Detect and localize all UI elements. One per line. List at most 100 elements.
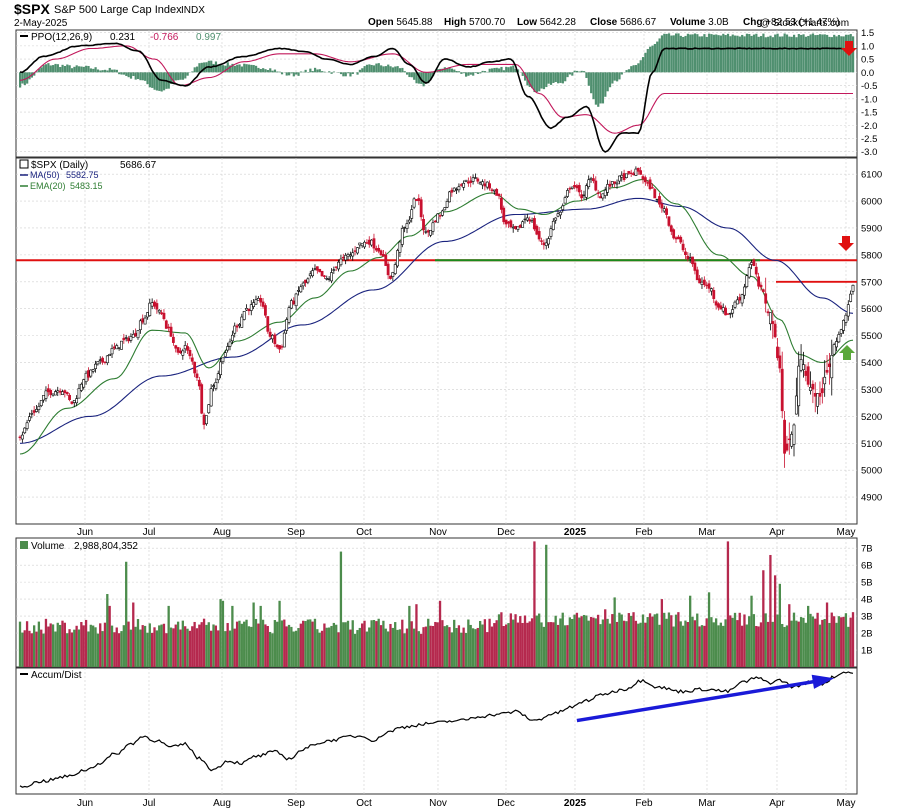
volume-bar xyxy=(89,624,92,667)
volume-bar xyxy=(92,625,95,667)
volume-bar xyxy=(476,627,479,667)
volume-bar xyxy=(717,625,720,667)
accum-dist-legend: Accum/Dist xyxy=(20,670,82,681)
volume-bar xyxy=(160,624,163,667)
candle-body xyxy=(733,301,737,308)
candle-body xyxy=(575,185,579,189)
ppo-histogram-bar xyxy=(203,62,206,73)
ppo-histogram-bar xyxy=(356,72,359,75)
ppo-histogram-bar xyxy=(318,69,321,73)
ppo-histogram-bar xyxy=(590,72,593,94)
candle-body xyxy=(412,198,416,208)
volume-bar xyxy=(795,620,798,667)
ppo-histogram-bar xyxy=(625,70,628,73)
candle-body xyxy=(797,365,801,407)
ppo-histogram-bar xyxy=(790,36,793,73)
volume-bar xyxy=(80,622,83,667)
ppo-histogram-bar xyxy=(490,68,494,73)
volume-bar xyxy=(566,625,569,667)
volume-bar xyxy=(585,615,588,667)
candle-body xyxy=(669,225,673,232)
ppo-histogram-bar xyxy=(101,70,104,73)
candle-body xyxy=(773,323,777,338)
ppo-histogram-bar xyxy=(450,68,454,73)
candle-body xyxy=(764,293,768,304)
ppo-histogram-bar xyxy=(663,33,666,73)
ppo-histogram-bar xyxy=(252,65,255,73)
volume-bar xyxy=(99,623,102,667)
volume-bar xyxy=(198,624,201,667)
candle-body xyxy=(327,278,331,280)
candle-body xyxy=(252,302,256,307)
ppo-histogram-bar xyxy=(776,33,779,73)
volume-bar xyxy=(689,595,692,667)
volume-bar xyxy=(651,616,654,667)
ppo-histogram-bar xyxy=(323,71,326,73)
candle-body xyxy=(445,201,449,208)
volume-bar xyxy=(408,605,411,667)
ppo-histogram-bar xyxy=(736,35,739,73)
ppo-histogram-bar xyxy=(372,65,376,73)
candle-body xyxy=(433,220,437,223)
candle-body xyxy=(636,167,640,172)
candle-body xyxy=(356,247,359,254)
volume-bar xyxy=(221,600,225,667)
ad-month-tick-label: Jun xyxy=(77,798,93,809)
ppo-histogram-bar xyxy=(266,70,269,73)
volume-bar xyxy=(342,622,345,667)
ad-month-tick-label: 2025 xyxy=(564,798,587,809)
candle-body xyxy=(214,382,218,389)
candle-body xyxy=(419,199,423,218)
candle-body xyxy=(835,341,838,348)
ppo-histogram-bar xyxy=(778,36,782,73)
ppo-histogram-bar xyxy=(575,70,579,73)
volume-bar xyxy=(431,625,435,667)
candle-body xyxy=(108,354,112,356)
ppo-histogram-bar xyxy=(816,34,819,73)
ppo-histogram-bar xyxy=(809,34,812,73)
candle-body xyxy=(292,300,296,305)
ppo-histogram-bar xyxy=(762,33,765,73)
volume-bar xyxy=(240,623,243,667)
candle-body xyxy=(714,301,718,306)
volume-bar xyxy=(257,623,260,667)
ppo-histogram-bar xyxy=(620,72,623,75)
candle-body xyxy=(728,313,732,315)
volume-bar xyxy=(214,625,218,667)
price-tick-label: 5000 xyxy=(861,466,882,477)
volume-bar xyxy=(205,624,208,667)
candle-body xyxy=(490,189,494,191)
volume-bar xyxy=(285,626,288,667)
ppo-histogram-bar xyxy=(115,69,118,73)
volume-bar xyxy=(113,632,116,667)
ppo-histogram-bar xyxy=(37,68,41,73)
volume-bar xyxy=(495,620,498,667)
candle-body xyxy=(183,345,187,350)
ppo-histogram-bar xyxy=(68,65,71,73)
ppo-histogram-bar xyxy=(132,72,135,77)
ppo-histogram-bar xyxy=(54,63,57,73)
candle-body xyxy=(46,388,50,393)
volume-bar xyxy=(783,627,786,667)
candle-body xyxy=(542,242,546,246)
candle-body xyxy=(176,347,180,353)
ppo-histogram-bar xyxy=(33,72,36,76)
candle-body xyxy=(554,217,558,221)
volume-bar xyxy=(832,616,836,667)
candle-body xyxy=(351,252,355,257)
price-month-tick-label: Jul xyxy=(143,527,156,538)
ppo-histogram-bar xyxy=(700,36,704,73)
volume-bar xyxy=(358,627,361,667)
volume-bar xyxy=(238,620,241,667)
candle-body xyxy=(122,337,126,341)
volume-bar xyxy=(573,614,576,667)
ppo-histogram-bar xyxy=(769,35,772,73)
ppo-histogram-bar xyxy=(160,72,163,92)
candle-body xyxy=(299,286,303,293)
ppo-histogram-bar xyxy=(689,34,692,73)
candle-body xyxy=(724,307,727,316)
ppo-histogram-bar xyxy=(788,36,791,73)
volume-bar xyxy=(219,599,222,667)
ppo-histogram-bar xyxy=(174,72,177,81)
ppo-histogram-bar xyxy=(73,66,76,73)
